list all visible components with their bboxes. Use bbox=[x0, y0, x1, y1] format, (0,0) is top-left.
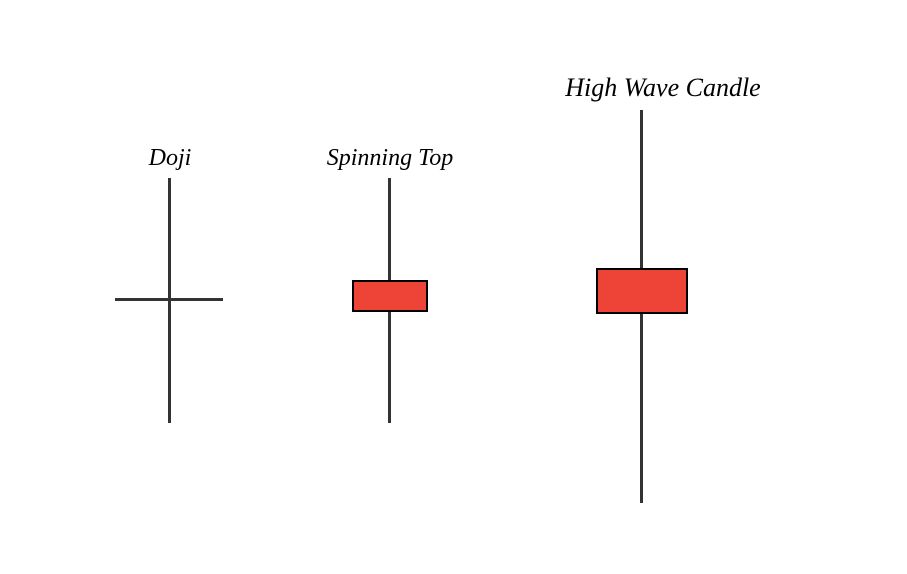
high-wave-body bbox=[596, 268, 688, 314]
candlestick-diagram: Doji Spinning Top High Wave Candle bbox=[0, 0, 907, 574]
doji-body-line bbox=[115, 298, 223, 301]
high-wave-label: High Wave Candle bbox=[523, 73, 803, 103]
spinning-top-body bbox=[352, 280, 428, 312]
doji-label: Doji bbox=[130, 145, 210, 172]
spinning-top-label: Spinning Top bbox=[290, 145, 490, 172]
